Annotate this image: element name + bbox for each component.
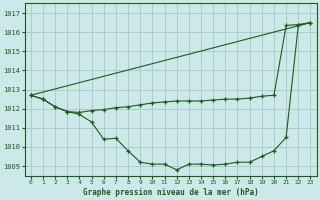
X-axis label: Graphe pression niveau de la mer (hPa): Graphe pression niveau de la mer (hPa) xyxy=(83,188,259,197)
